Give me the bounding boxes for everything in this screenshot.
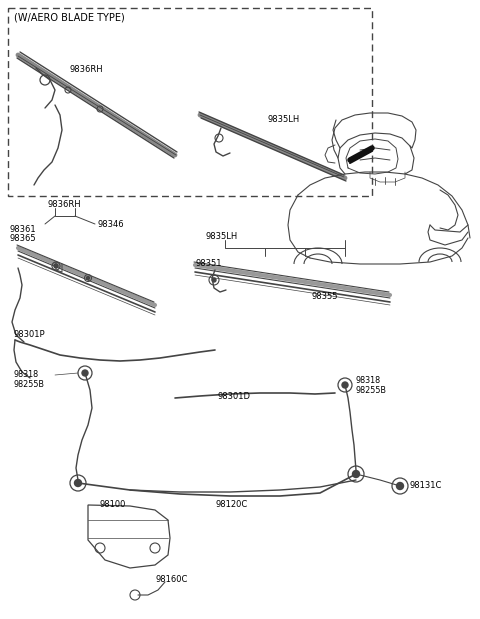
Text: 9835LH: 9835LH xyxy=(206,232,238,241)
Bar xyxy=(8,8,372,196)
Circle shape xyxy=(54,264,58,268)
Text: 98301D: 98301D xyxy=(218,392,251,401)
Circle shape xyxy=(396,482,404,490)
Text: 98131C: 98131C xyxy=(410,481,443,490)
Text: 98351: 98351 xyxy=(195,259,221,268)
Text: 98365: 98365 xyxy=(10,234,36,243)
Circle shape xyxy=(82,370,88,376)
Text: 98100: 98100 xyxy=(100,500,126,509)
Text: 9836RH: 9836RH xyxy=(48,200,82,209)
Text: 98255B: 98255B xyxy=(14,380,45,389)
Circle shape xyxy=(352,470,360,477)
Text: 98318: 98318 xyxy=(14,370,39,379)
Circle shape xyxy=(86,277,89,280)
Text: 98255B: 98255B xyxy=(355,386,386,395)
Text: 98361: 98361 xyxy=(10,225,36,234)
Text: 98355: 98355 xyxy=(312,292,338,301)
Text: 9835LH: 9835LH xyxy=(268,115,300,124)
Circle shape xyxy=(74,480,82,487)
Text: (W/AERO BLADE TYPE): (W/AERO BLADE TYPE) xyxy=(14,12,125,22)
Text: 98301P: 98301P xyxy=(14,330,46,339)
Text: 98346: 98346 xyxy=(97,220,124,229)
Circle shape xyxy=(212,278,216,282)
Circle shape xyxy=(342,382,348,388)
Text: 98160C: 98160C xyxy=(155,575,187,584)
Text: 98120C: 98120C xyxy=(215,500,247,509)
Text: 9836RH: 9836RH xyxy=(70,65,104,74)
Text: 98318: 98318 xyxy=(355,376,380,385)
